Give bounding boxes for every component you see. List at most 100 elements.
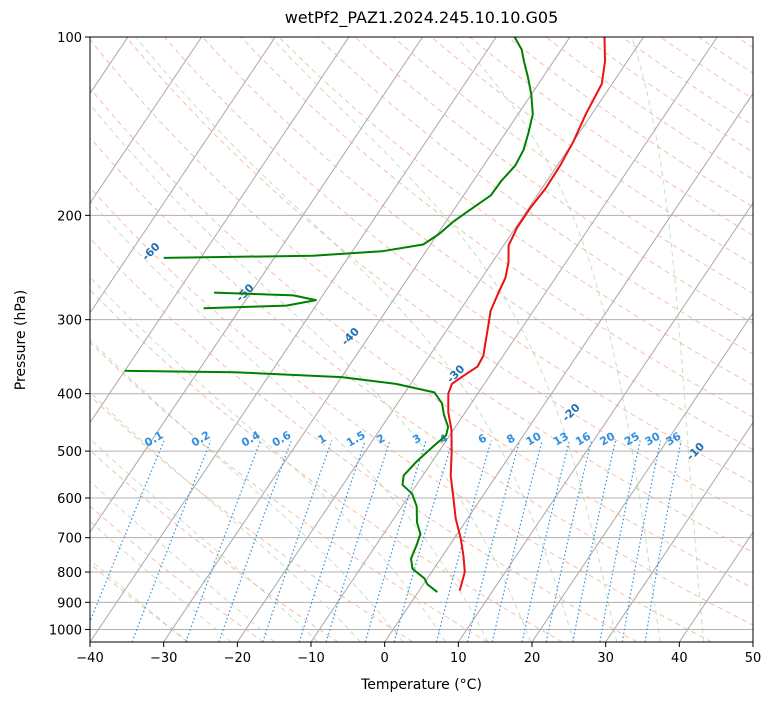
moist-adiabat: [90, 480, 276, 642]
x-tick-label: 50: [745, 651, 762, 666]
dry-adiabat: [90, 505, 264, 642]
dry-adiabat: [90, 38, 753, 553]
mixing-ratio-label: 2: [374, 432, 387, 447]
dry-adiabat: [392, 37, 753, 295]
dry-adiabat: [164, 37, 753, 484]
mixing-ratio-line: [90, 440, 165, 624]
mixing-ratio-line: [218, 440, 292, 642]
dry-adiabat: [431, 37, 753, 265]
y-tick-label: 400: [57, 388, 82, 403]
moist-adiabat: [90, 200, 489, 642]
isotherm: [531, 311, 753, 642]
mixing-ratio-label: 10: [524, 429, 544, 448]
isotherm: [90, 37, 129, 95]
x-tick-label: −10: [297, 651, 324, 666]
moist-adiabat: [90, 391, 361, 642]
mixing-ratio-line: [644, 440, 682, 642]
dry-adiabat: [90, 186, 712, 642]
chart-title: wetPf2_PAZ1.2024.245.10.10.G05: [284, 8, 559, 27]
mixing-ratio-label: 6: [476, 431, 489, 446]
dry-adiabat: [621, 37, 753, 126]
x-axis-label: Temperature (°C): [361, 677, 482, 693]
isotherm: [90, 37, 423, 534]
moist-adiabat: [90, 103, 532, 642]
profile-line: [203, 291, 317, 310]
dry-adiabat: [202, 37, 753, 451]
dry-adiabat: [278, 37, 753, 386]
dry-adiabat-label: -40: [339, 325, 362, 348]
mixing-ratio-label: 36: [663, 429, 683, 448]
dry-adiabat: [90, 562, 190, 642]
axes: −40 −30 −20 −10 0 10 20 30 40 5010020030040050060…: [49, 31, 761, 666]
isotherm: [90, 37, 276, 314]
mixing-ratio-line: [466, 440, 521, 642]
y-tick-label: 200: [57, 209, 82, 224]
y-tick-label: 100: [57, 31, 82, 46]
dry-adiabat: [469, 37, 753, 236]
isotherm: [752, 641, 753, 642]
mixing-ratio-label: 30: [643, 429, 663, 448]
mixing-ratio-label: 0.6: [270, 428, 294, 449]
isotherm: [310, 37, 718, 642]
isotherm: [0, 37, 54, 642]
dry-adiabat: [125, 37, 753, 518]
moist-adiabat: [90, 438, 319, 642]
y-tick-label: 300: [57, 314, 82, 329]
isotherm: [163, 37, 571, 642]
isotherm: [384, 92, 753, 642]
isotherm: [678, 531, 753, 642]
x-tick-label: −40: [76, 651, 103, 666]
y-tick-label: 600: [57, 492, 82, 507]
mixing-ratio-label: 0.1: [142, 429, 165, 450]
moist-adiabat: [631, 37, 705, 642]
mixing-ratio-label: 8: [504, 432, 517, 447]
y-tick-label: 500: [57, 445, 82, 460]
mixing-ratio-line: [521, 440, 570, 642]
moist-adiabat: [90, 276, 447, 642]
isotherm: [90, 37, 497, 642]
mixing-ratio-line: [298, 440, 366, 642]
dry-adiabat: [583, 37, 753, 153]
profile-line: [124, 369, 450, 593]
dry-adiabat: [90, 289, 563, 642]
y-tick-label: 800: [57, 566, 82, 581]
y-tick-label: 700: [57, 532, 82, 547]
dry-adiabat-label: -20: [560, 401, 583, 424]
isotherm: [90, 37, 202, 205]
x-tick-label: 0: [381, 651, 389, 666]
profile-line: [447, 37, 606, 591]
background-lines: [0, 37, 753, 642]
y-tick-label: 900: [57, 596, 82, 611]
x-tick-label: 40: [671, 651, 688, 666]
mixing-ratio-label: 1: [316, 432, 329, 447]
mixing-ratio-line: [491, 440, 543, 642]
plot-frame: [89, 36, 754, 643]
x-tick-label: −30: [150, 651, 177, 666]
mixing-ratio-line: [185, 440, 262, 642]
moist-adiabat: [90, 338, 404, 642]
dry-adiabat: [240, 37, 753, 418]
x-tick-label: −20: [224, 651, 251, 666]
dry-adiabat: [316, 37, 753, 355]
dry-adiabat: [90, 136, 753, 626]
y-tick-label: 1000: [49, 623, 82, 638]
x-tick-label: 20: [524, 651, 541, 666]
mixing-ratio-line: [621, 440, 662, 642]
isotherm: [457, 202, 753, 642]
dry-adiabat-label: -80: [0, 162, 1, 185]
dry-adiabat: [698, 37, 753, 74]
dry-adiabat: [90, 237, 638, 642]
mixing-ratio-label: 0.2: [189, 429, 212, 450]
isoline-labels: 0.10.20.40.611.52346810131620253036-100-…: [0, 162, 707, 463]
profile-lines: [124, 37, 606, 593]
mixing-ratio-label: 13: [551, 430, 571, 449]
mixing-ratio-line: [435, 440, 492, 642]
dry-adiabat: [660, 37, 753, 100]
mixing-ratio-line: [599, 440, 641, 642]
mixing-ratio-label: 1.5: [344, 429, 367, 450]
dry-adiabat: [90, 87, 753, 589]
mixing-ratio-line: [131, 440, 212, 642]
profile-line: [163, 37, 534, 259]
isotherm: [236, 37, 644, 642]
